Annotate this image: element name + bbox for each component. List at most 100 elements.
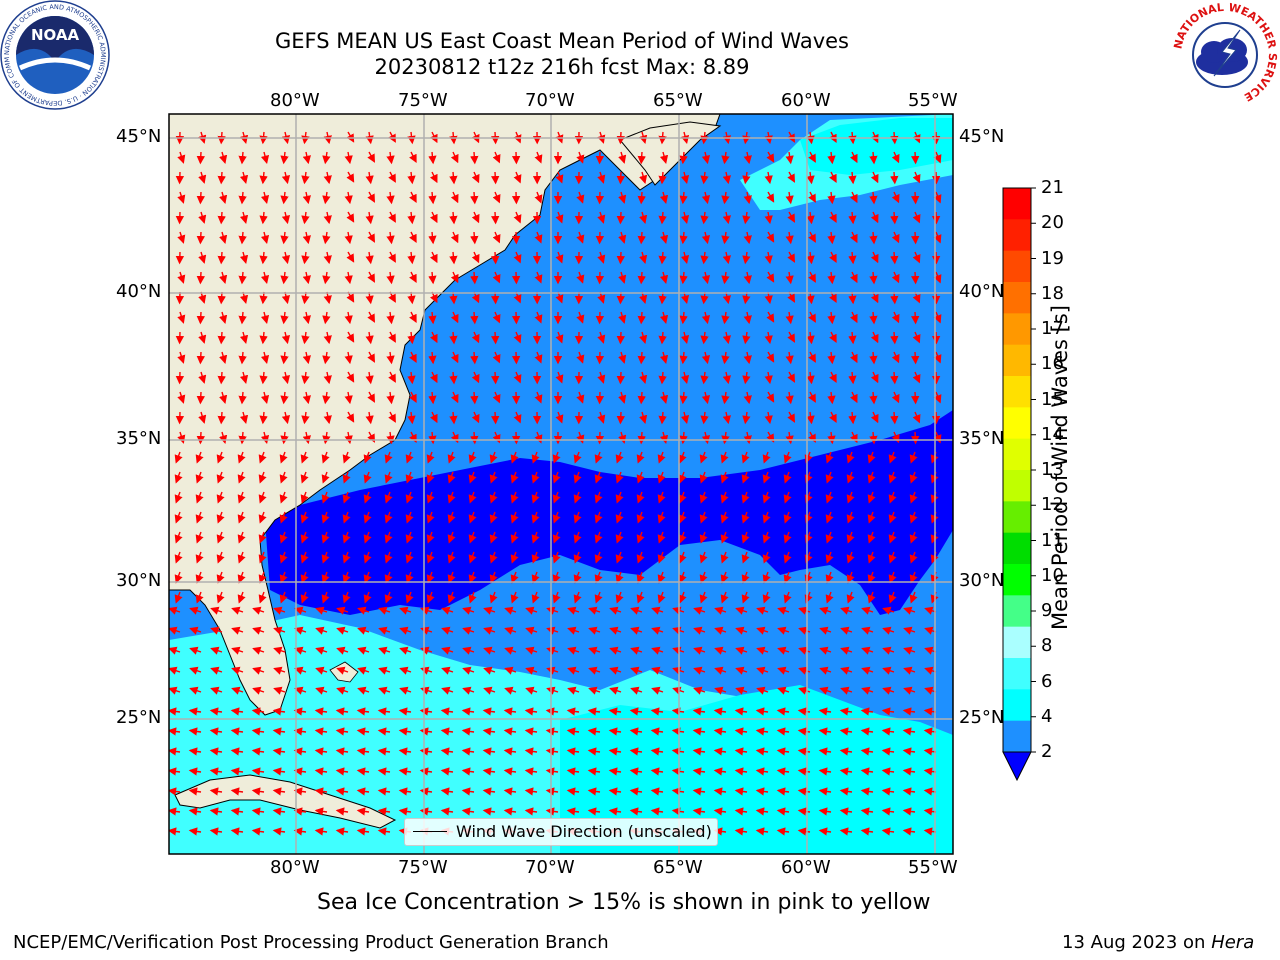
wave-arrow [491,371,500,385]
wave-arrow [260,231,270,245]
wave-arrow [471,211,480,224]
wave-arrow [429,131,438,144]
wave-arrow [441,686,454,695]
wave-arrow [701,311,710,325]
wave-arrow [618,231,627,244]
wave-arrow [881,707,895,716]
wave-arrow [384,591,393,604]
wave-arrow [237,531,246,544]
wave-arrow [513,251,522,264]
wave-arrow [741,511,750,524]
wind-wave-arrows [169,131,942,836]
wave-arrow [861,626,874,635]
wave-arrow [450,311,459,324]
wave-arrow [258,451,267,464]
wave-arrow [827,191,836,205]
wave-arrow [428,311,437,325]
wave-arrow [510,471,519,484]
wave-arrow [741,551,750,564]
wave-arrow [891,351,900,364]
wave-arrow [314,707,328,716]
wave-arrow [867,471,876,484]
wave-arrow [742,331,751,345]
wave-arrow [777,646,790,655]
wave-arrow [882,686,895,695]
wave-arrow [357,606,370,615]
wave-arrow [322,231,331,245]
wave-arrow [504,646,517,655]
wave-arrow [869,311,878,325]
wave-arrow [657,491,666,504]
wave-arrow [714,606,727,615]
wave-arrow [238,231,247,245]
wave-arrow [196,431,205,445]
wave-arrow [762,471,771,484]
wave-arrow [798,646,811,655]
wave-arrow [219,271,228,284]
legend-line-sample [413,831,447,832]
wave-arrow [378,626,391,635]
wave-arrow [217,331,226,345]
wave-arrow [195,571,204,584]
wave-arrow [546,606,559,615]
wave-arrow [365,251,374,265]
wave-arrow [806,291,815,305]
wave-arrow [426,491,435,504]
wave-arrow [721,391,730,405]
wave-arrow [280,231,289,245]
wave-arrow [637,391,646,405]
wave-arrow [450,151,459,164]
lat-tick-left: 45°N [116,126,162,147]
wave-arrow [637,311,646,325]
wave-arrow [911,151,920,165]
colorbar-title: Mean Period of Wind Waves [s] [1048,305,1072,630]
wave-arrow [657,591,666,604]
wave-arrow [693,606,706,615]
wave-arrow [504,606,517,615]
wave-arrow [743,431,752,445]
wave-arrow [426,451,435,464]
wave-arrow [555,371,564,384]
wave-arrow [384,511,393,524]
wave-arrow [933,191,942,204]
wave-arrow [720,571,729,584]
wave-arrow [440,707,454,716]
wave-arrow [237,591,246,604]
wave-arrow [219,231,228,244]
wave-arrow [534,391,543,404]
wave-arrow [576,351,585,364]
wave-arrow [491,411,500,425]
wave-arrow [471,171,480,184]
wave-arrow [888,471,897,484]
wave-arrow [701,431,710,445]
wave-arrow [777,626,790,635]
wave-arrow [384,451,393,464]
wave-arrow [721,151,730,165]
wave-arrow [409,191,417,204]
wave-arrow [637,431,646,445]
wave-arrow [429,331,438,344]
wave-arrow [783,571,792,584]
wave-arrow [365,411,374,425]
wave-arrow [658,251,667,265]
wave-arrow [429,171,438,184]
wave-arrow [891,231,900,244]
wave-arrow [618,191,627,204]
lat-tick-left: 25°N [116,707,162,728]
wave-arrow [700,411,709,425]
wave-arrow [405,591,414,604]
wave-arrow [534,271,543,284]
wave-arrow [909,491,918,504]
wave-arrow [785,191,794,205]
wave-arrow [447,471,456,484]
colorbar-segment [1003,438,1031,471]
wave-arrow [827,231,836,245]
wave-arrow [259,331,268,345]
wave-arrow [808,311,816,323]
wave-arrow [594,531,603,544]
wave-arrow [239,211,249,224]
wave-arrow [615,591,624,604]
wave-arrow [398,707,412,716]
wave-arrow [513,331,522,344]
wave-arrow [870,211,879,224]
